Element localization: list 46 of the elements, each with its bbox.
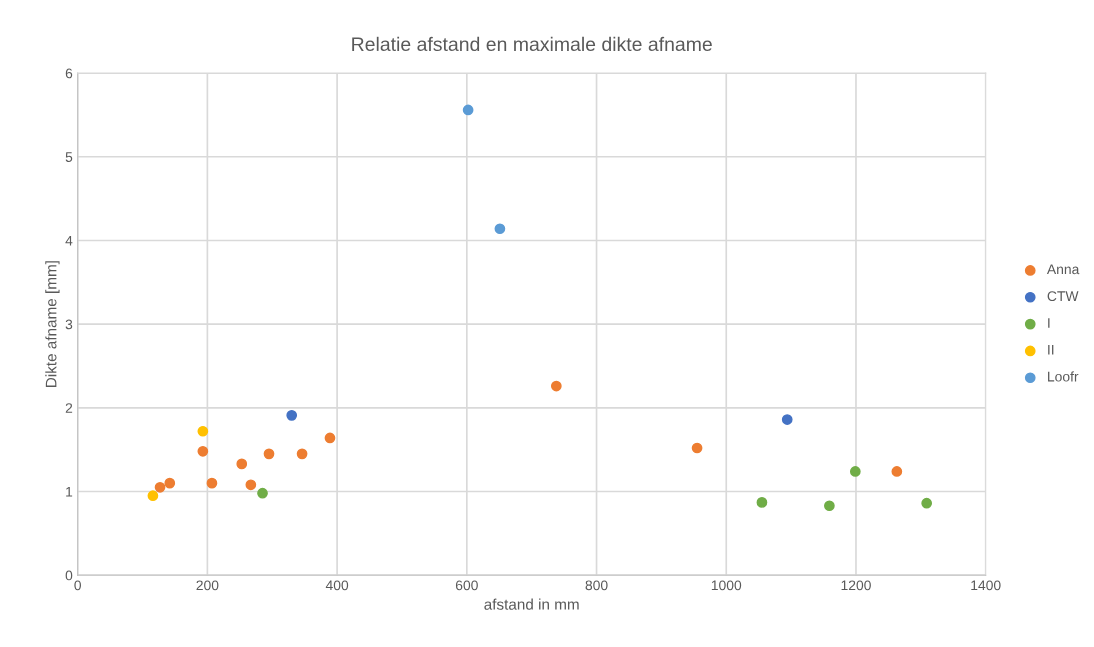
point [197,425,209,437]
point [324,432,336,444]
point [691,442,703,454]
point [921,497,933,509]
point [849,466,861,477]
x-tick-label: 800 [585,580,608,591]
point [245,479,257,491]
point [197,445,209,457]
point [756,497,768,508]
legend-label: II [1048,345,1054,355]
point [257,487,268,499]
point [494,223,506,235]
x-tick-label: 0 [74,580,81,591]
point [824,500,835,512]
y-tick-label: 5 [65,152,73,162]
point [891,466,903,477]
point [550,380,562,392]
point [462,104,474,116]
x-tick-label: 1200 [841,580,871,591]
point [154,481,166,493]
legend-label: CTW [1047,291,1079,302]
point [164,477,176,489]
x-tick-label: 200 [196,580,219,591]
x-tick-label: 1000 [711,580,742,591]
y-tick-label: 6 [65,68,73,79]
y-tick-label: 1 [66,486,73,497]
legend-label: Anna [1046,264,1080,275]
point [286,410,298,421]
y-tick-label: 2 [65,403,73,413]
x-tick-label: 400 [325,580,349,591]
y-tick-label: 4 [65,235,73,246]
y-tick-label: 0 [65,570,73,581]
point [206,477,218,489]
chart-title: Relatie afstand en maximale dikte afname [352,36,712,52]
x-axis-title: afstand in mm [484,598,579,610]
x-tick-label: 1400 [971,580,1001,591]
point [236,458,248,470]
point [781,414,793,425]
point [263,448,275,460]
y-tick-label: 3 [65,319,73,330]
point [296,448,308,460]
y-axis-title: Dikte afname [mm] [45,261,60,387]
legend-label: Loofr [1048,371,1079,382]
legend-label: I [1048,318,1050,328]
x-tick-label: 600 [455,580,478,591]
point [147,490,159,502]
